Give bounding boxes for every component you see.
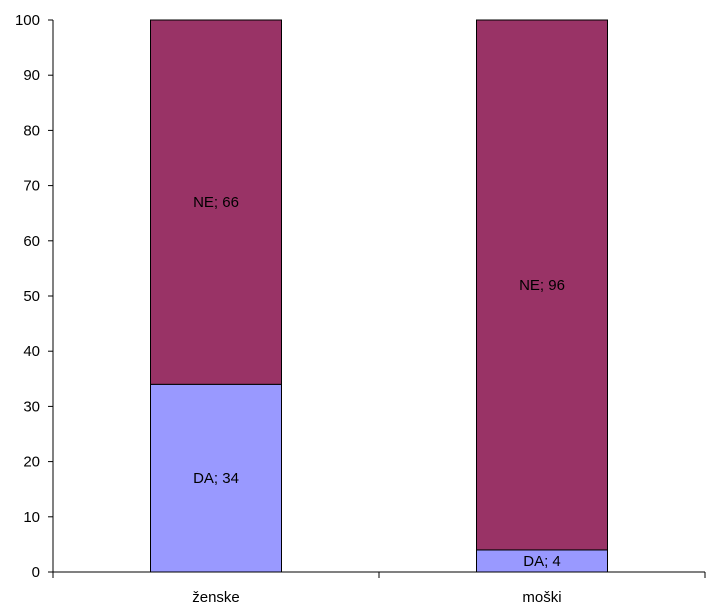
x-tick-label: ženske [192,589,240,606]
y-tick-label: 90 [23,67,40,84]
data-label-ne: NE; 66 [193,194,239,211]
x-tick-label: moški [522,589,561,606]
y-tick-label: 70 [23,178,40,195]
y-tick-label: 80 [23,122,40,139]
y-tick-label: 20 [23,454,40,471]
y-tick-label: 30 [23,398,40,415]
data-label-da: DA; 4 [523,553,561,570]
y-tick-label: 10 [23,509,40,526]
y-tick-label: 40 [23,343,40,360]
bar-stacks [150,19,608,573]
y-tick-label: 0 [32,564,40,581]
y-tick-label: 60 [23,233,40,250]
bar-segment-da [150,383,282,573]
bar-segment-ne [476,19,608,551]
data-label-ne: NE; 96 [519,277,565,294]
bar-segment-ne [150,19,282,385]
data-label-da: DA; 34 [193,470,239,487]
y-axis-ticks: 0 10 20 30 40 50 60 70 80 90 100 [15,12,53,581]
data-labels: DA; 34 NE; 66 DA; 4 NE; 96 [193,194,565,570]
y-tick-label: 100 [15,12,40,29]
y-tick-label: 50 [23,288,40,305]
x-axis-ticks: ženske moški [52,572,706,606]
